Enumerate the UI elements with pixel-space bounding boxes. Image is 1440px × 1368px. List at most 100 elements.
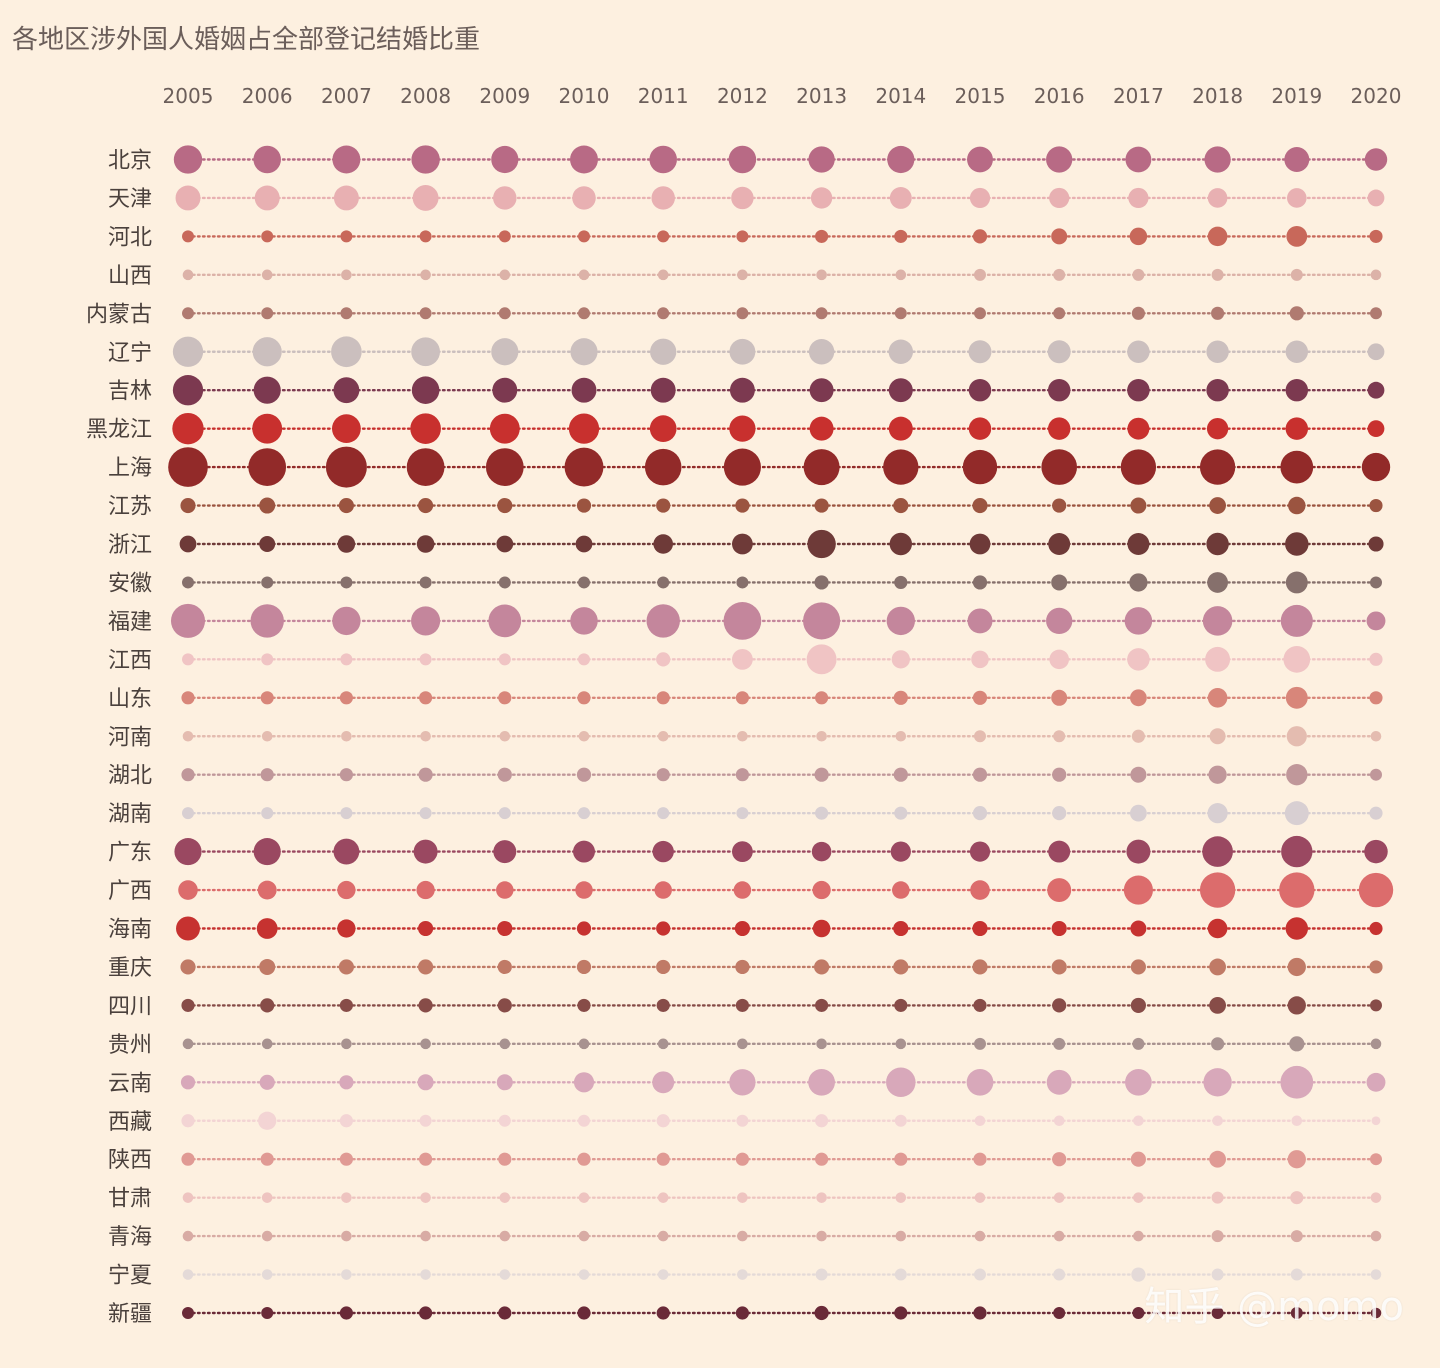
bubble-海南-2016 <box>1051 920 1067 937</box>
row-贵州: 贵州 <box>108 1033 1382 1058</box>
bubble-陕西-2020 <box>1370 1153 1382 1166</box>
bubble-山西-2008 <box>420 269 431 281</box>
bubble-山东-2014 <box>893 690 908 705</box>
bubble-湖南-2005 <box>182 807 194 820</box>
bubble-贵州-2007 <box>341 1038 352 1050</box>
bubble-河南-2005 <box>182 730 194 742</box>
bubble-天津-2016 <box>1049 187 1070 209</box>
bubble-河南-2015 <box>974 730 986 743</box>
year-label-2019: 2019 <box>1271 84 1322 108</box>
bubble-江苏-2014 <box>893 497 909 514</box>
bubble-天津-2018 <box>1207 188 1228 208</box>
bubble-福建-2010 <box>570 607 598 635</box>
bubble-西藏-2005 <box>181 1114 195 1128</box>
bubble-安徽-2011 <box>657 576 670 589</box>
bubble-河北-2020 <box>1369 229 1383 243</box>
bubble-天津-2005 <box>175 185 201 211</box>
bubble-宁夏-2010 <box>578 1269 590 1280</box>
region-label: 贵州 <box>108 1033 152 1058</box>
bubble-云南-2014 <box>886 1067 916 1098</box>
region-label: 宁夏 <box>108 1264 152 1289</box>
bubble-天津-2017 <box>1128 187 1149 209</box>
bubble-浙江-2011 <box>653 534 673 554</box>
bubble-江西-2019 <box>1283 646 1311 673</box>
region-label: 江苏 <box>108 495 152 520</box>
bubble-福建-2015 <box>967 608 993 634</box>
bubble-内蒙古-2013 <box>815 307 828 320</box>
bubble-河南-2017 <box>1131 729 1145 743</box>
bubble-福建-2012 <box>723 602 762 640</box>
bubble-云南-2019 <box>1280 1065 1314 1099</box>
bubble-广西-2018 <box>1199 872 1236 908</box>
bubble-河南-2016 <box>1053 730 1066 743</box>
row-青海: 青海 <box>108 1225 1382 1250</box>
bubble-重庆-2008 <box>418 959 434 975</box>
bubble-新疆-2015 <box>973 1306 987 1320</box>
bubble-山西-2005 <box>182 269 194 281</box>
bubble-湖南-2019 <box>1284 801 1309 826</box>
year-label-2010: 2010 <box>559 84 610 108</box>
bubble-宁夏-2013 <box>815 1268 828 1281</box>
bubble-浙江-2020 <box>1368 536 1384 552</box>
bubble-黑龙江-2011 <box>649 415 677 442</box>
bubble-浙江-2009 <box>496 535 514 553</box>
bubble-海南-2011 <box>656 921 671 936</box>
bubble-黑龙江-2014 <box>888 416 913 441</box>
bubble-海南-2017 <box>1130 920 1147 937</box>
bubble-浙江-2007 <box>337 535 356 553</box>
bubble-北京-2014 <box>887 145 915 174</box>
bubble-重庆-2010 <box>576 959 592 975</box>
bubble-广东-2008 <box>413 839 438 864</box>
bubble-宁夏-2016 <box>1053 1268 1066 1281</box>
bubble-吉林-2016 <box>1047 378 1071 402</box>
bubble-海南-2013 <box>812 919 831 938</box>
bubble-宁夏-2005 <box>182 1269 194 1280</box>
bubble-四川-2015 <box>973 998 987 1012</box>
bubble-福建-2005 <box>170 603 206 638</box>
bubble-福建-2008 <box>411 606 441 636</box>
bubble-河北-2009 <box>498 230 511 243</box>
bubble-广东-2009 <box>493 840 517 864</box>
bubble-宁夏-2012 <box>737 1269 748 1280</box>
bubble-江西-2015 <box>971 650 989 669</box>
bubble-上海-2011 <box>644 448 682 486</box>
bubble-黑龙江-2010 <box>568 413 600 444</box>
region-label: 山东 <box>108 687 152 712</box>
bubble-上海-2015 <box>962 449 998 485</box>
bubble-内蒙古-2005 <box>182 307 194 320</box>
bubble-山东-2005 <box>181 691 195 705</box>
region-label: 上海 <box>108 456 152 481</box>
bubble-江西-2016 <box>1049 649 1069 670</box>
bubble-宁夏-2011 <box>657 1269 669 1280</box>
bubble-陕西-2008 <box>419 1152 433 1166</box>
bubble-海南-2008 <box>418 920 434 937</box>
bubble-山东-2011 <box>656 691 670 705</box>
bubble-上海-2018 <box>1199 449 1236 485</box>
bubble-青海-2006 <box>261 1230 273 1242</box>
bubble-吉林-2012 <box>729 377 755 403</box>
bubble-湖南-2006 <box>261 807 274 820</box>
bubble-河北-2005 <box>182 230 194 243</box>
row-山西: 山西 <box>108 264 1382 289</box>
bubble-重庆-2015 <box>972 959 988 975</box>
bubble-山东-2006 <box>260 691 274 705</box>
year-label-2006: 2006 <box>242 84 293 108</box>
bubble-云南-2011 <box>652 1071 675 1094</box>
bubble-江西-2010 <box>578 653 590 666</box>
row-陕西: 陕西 <box>108 1148 1382 1173</box>
bubble-山西-2011 <box>657 269 669 281</box>
bubble-天津-2011 <box>651 186 675 210</box>
bubble-湖南-2010 <box>578 807 590 820</box>
bubble-河北-2010 <box>578 230 590 243</box>
bubble-西藏-2020 <box>1371 1116 1381 1126</box>
bubble-重庆-2011 <box>656 959 671 975</box>
bubble-四川-2019 <box>1287 996 1306 1015</box>
bubble-浙江-2008 <box>416 535 435 553</box>
region-label: 青海 <box>108 1225 152 1250</box>
bubble-吉林-2011 <box>650 377 676 403</box>
bubble-福建-2009 <box>488 604 522 638</box>
bubble-河北-2006 <box>261 230 274 243</box>
bubble-云南-2010 <box>573 1072 595 1093</box>
bubble-贵州-2005 <box>182 1038 194 1050</box>
bubble-陕西-2013 <box>815 1152 829 1166</box>
